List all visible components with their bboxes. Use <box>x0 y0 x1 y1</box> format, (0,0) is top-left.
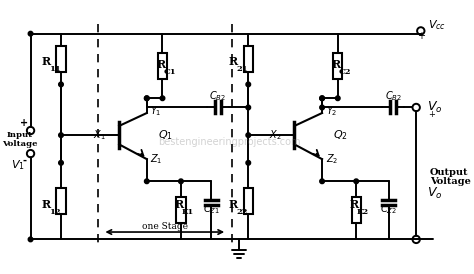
Text: +: + <box>428 110 435 119</box>
Circle shape <box>145 96 149 101</box>
Text: R: R <box>350 199 359 210</box>
Text: $C_{B2}$: $C_{B2}$ <box>384 90 401 103</box>
Text: R: R <box>229 56 238 67</box>
Text: $C_{Z1}$: $C_{Z1}$ <box>203 202 220 216</box>
Circle shape <box>320 96 324 101</box>
Circle shape <box>28 237 33 242</box>
Text: R: R <box>42 56 51 67</box>
Text: 21: 21 <box>236 65 248 73</box>
Text: $C_{Z2}$: $C_{Z2}$ <box>380 202 397 216</box>
Text: Input
Voltage: Input Voltage <box>2 131 37 148</box>
Circle shape <box>59 133 64 138</box>
Text: $Q_2$: $Q_2$ <box>333 128 348 142</box>
Circle shape <box>145 96 149 101</box>
Circle shape <box>320 96 324 101</box>
Circle shape <box>354 179 358 184</box>
Text: R: R <box>156 59 165 70</box>
Circle shape <box>246 82 251 87</box>
Bar <box>56 46 65 72</box>
Bar <box>244 46 253 72</box>
Text: $Y_1$: $Y_1$ <box>150 104 162 118</box>
Text: $X_1$: $X_1$ <box>93 128 106 142</box>
Circle shape <box>336 96 340 101</box>
Bar <box>56 188 65 214</box>
Text: $Y_2$: $Y_2$ <box>326 104 337 118</box>
Circle shape <box>246 105 251 110</box>
Circle shape <box>179 179 183 184</box>
Text: bestengineeringprojects.com: bestengineeringprojects.com <box>158 137 300 147</box>
Text: 22: 22 <box>236 208 247 216</box>
Bar <box>333 53 342 79</box>
Text: Output: Output <box>430 168 468 176</box>
Circle shape <box>246 161 251 165</box>
Circle shape <box>59 161 64 165</box>
Circle shape <box>28 31 33 36</box>
Text: E2: E2 <box>357 208 369 216</box>
Text: $V_1$: $V_1$ <box>11 159 25 173</box>
Text: +: + <box>20 118 28 128</box>
Text: $V_o$: $V_o$ <box>427 186 443 201</box>
Text: R: R <box>42 199 51 210</box>
Bar <box>176 198 185 223</box>
Text: +: + <box>417 32 425 41</box>
Text: R: R <box>229 199 238 210</box>
Text: C1: C1 <box>163 68 176 76</box>
Circle shape <box>320 179 324 184</box>
Text: R: R <box>174 199 183 210</box>
Text: Voltage: Voltage <box>430 177 471 186</box>
Circle shape <box>145 179 149 184</box>
Text: $Z_2$: $Z_2$ <box>326 152 338 166</box>
Text: E1: E1 <box>182 208 194 216</box>
Text: $C_{B2}$: $C_{B2}$ <box>210 90 227 103</box>
Circle shape <box>160 96 165 101</box>
Circle shape <box>246 133 251 138</box>
Text: $Z_1$: $Z_1$ <box>150 152 163 166</box>
Circle shape <box>320 105 324 110</box>
Text: $V_{cc}$: $V_{cc}$ <box>428 18 446 32</box>
Bar <box>352 198 361 223</box>
Circle shape <box>59 82 64 87</box>
Bar <box>244 188 253 214</box>
Text: R: R <box>331 59 340 70</box>
Text: one Stage: one Stage <box>142 222 188 231</box>
Text: $Q_1$: $Q_1$ <box>158 128 173 142</box>
Text: C2: C2 <box>338 68 351 76</box>
Text: $X_2$: $X_2$ <box>269 128 282 142</box>
Text: 11: 11 <box>49 65 61 73</box>
Text: -: - <box>22 156 26 166</box>
Bar <box>158 53 167 79</box>
Text: 12: 12 <box>49 208 61 216</box>
Text: $V_o$: $V_o$ <box>427 100 443 115</box>
